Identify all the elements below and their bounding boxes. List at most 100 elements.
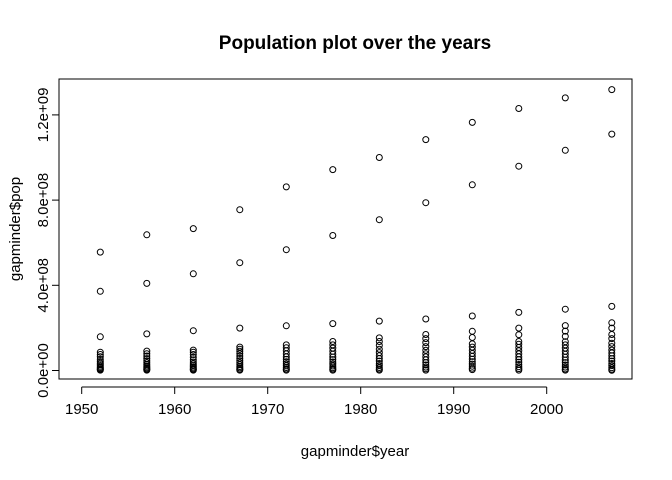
data-point [282, 246, 290, 254]
x-tick-label: 1960 [158, 401, 191, 418]
data-point [189, 348, 197, 356]
data-point [608, 352, 616, 360]
data-point [375, 352, 383, 360]
data-point [375, 154, 383, 161]
data-point [608, 86, 616, 94]
data-point [96, 353, 104, 361]
y-tick-label: 8.0e+08 [35, 173, 52, 228]
x-tick-label: 2000 [530, 401, 563, 418]
data-point [375, 334, 383, 342]
data-points [96, 86, 616, 374]
data-point [329, 232, 337, 239]
data-point [468, 327, 476, 335]
data-point [422, 331, 430, 338]
data-point [329, 320, 337, 328]
data-point [282, 183, 290, 191]
data-point [515, 331, 523, 339]
data-point [375, 338, 383, 345]
x-axis: 1950 1960 1970 1980 1990 2000 [65, 386, 563, 418]
data-point [515, 366, 523, 374]
data-point [422, 339, 430, 347]
data-point [608, 339, 616, 347]
data-point [375, 345, 383, 353]
data-point [515, 105, 523, 112]
x-tick-label: 1970 [251, 401, 284, 418]
chart-title: Population plot over the years [219, 33, 491, 54]
data-point [189, 346, 197, 354]
data-point [561, 305, 569, 313]
data-point [189, 353, 197, 361]
data-point [608, 357, 616, 365]
data-point [236, 259, 244, 267]
data-point [468, 334, 476, 341]
data-point [282, 322, 290, 330]
y-tick-label: 0.0e+00 [35, 343, 52, 398]
data-point [468, 362, 476, 370]
data-point [608, 366, 616, 374]
data-point [143, 366, 151, 374]
x-tick-label: 1990 [437, 401, 470, 418]
data-point [422, 346, 430, 354]
data-point [143, 231, 151, 239]
data-point [561, 363, 569, 371]
data-point [468, 312, 476, 320]
data-point [236, 347, 244, 355]
data-point [143, 279, 151, 287]
data-point [515, 356, 523, 364]
data-point [189, 270, 197, 278]
data-point [143, 330, 151, 338]
data-point [422, 335, 430, 343]
data-point [96, 333, 104, 341]
data-point [608, 355, 616, 363]
data-point [375, 366, 383, 374]
data-point [515, 308, 523, 316]
y-tick-label: 4.0e+08 [35, 258, 52, 313]
data-point [329, 350, 337, 358]
data-point [96, 366, 104, 374]
data-point [329, 353, 337, 361]
data-point [282, 353, 290, 361]
data-point [189, 351, 197, 358]
x-tick-label: 1950 [65, 401, 98, 418]
data-point [561, 332, 569, 340]
data-point [375, 355, 383, 363]
data-point [143, 347, 151, 355]
data-point [515, 324, 523, 332]
data-point [561, 366, 569, 374]
data-point [143, 350, 151, 358]
data-point [329, 338, 337, 345]
data-point [236, 352, 244, 360]
data-point [422, 361, 430, 369]
data-point [282, 366, 290, 374]
data-point [236, 324, 244, 332]
data-point [329, 366, 337, 374]
data-point [422, 199, 430, 207]
y-axis-label: gapminder$pop [7, 177, 24, 281]
data-point [515, 363, 523, 371]
data-point [468, 352, 476, 360]
data-point [608, 302, 616, 310]
data-point [468, 181, 476, 189]
data-point [422, 356, 430, 364]
data-point [96, 348, 104, 356]
data-point [561, 361, 569, 369]
x-axis-label: gapminder$year [301, 443, 409, 460]
data-point [96, 287, 104, 295]
data-point [329, 166, 337, 174]
data-point [375, 362, 383, 370]
data-point [422, 136, 430, 144]
data-point [468, 355, 476, 363]
data-point [468, 118, 476, 126]
data-point [608, 331, 616, 338]
data-point [422, 343, 430, 351]
data-point [561, 353, 569, 361]
data-point [96, 248, 104, 256]
data-point [96, 351, 104, 358]
data-point [561, 327, 569, 335]
data-point [189, 225, 197, 233]
data-point [96, 355, 104, 363]
data-point [561, 146, 569, 154]
x-tick-label: 1980 [344, 401, 377, 418]
y-axis: 0.0e+00 4.0e+08 8.0e+08 1.2e+09 [35, 88, 60, 398]
